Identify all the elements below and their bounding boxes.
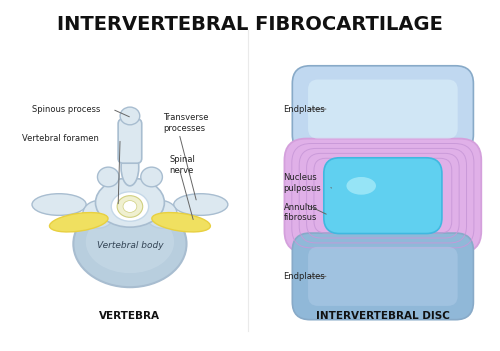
Ellipse shape bbox=[346, 177, 376, 195]
Ellipse shape bbox=[32, 194, 86, 216]
FancyBboxPatch shape bbox=[308, 247, 458, 306]
Text: Vertebral foramen: Vertebral foramen bbox=[22, 134, 99, 143]
Ellipse shape bbox=[141, 167, 163, 187]
Ellipse shape bbox=[121, 148, 139, 186]
Text: INTERVERTEBRAL DISC: INTERVERTEBRAL DISC bbox=[316, 311, 450, 321]
Ellipse shape bbox=[86, 211, 174, 273]
Text: Transverse
processes: Transverse processes bbox=[164, 113, 209, 133]
Ellipse shape bbox=[74, 200, 186, 287]
Text: VERTEBRA: VERTEBRA bbox=[100, 311, 160, 321]
Ellipse shape bbox=[120, 107, 140, 125]
FancyBboxPatch shape bbox=[292, 66, 474, 152]
FancyBboxPatch shape bbox=[324, 158, 442, 233]
Ellipse shape bbox=[82, 200, 114, 228]
Ellipse shape bbox=[174, 194, 228, 216]
Text: INTERVERTEBRAL FIBROCARTILAGE: INTERVERTEBRAL FIBROCARTILAGE bbox=[57, 15, 443, 34]
FancyBboxPatch shape bbox=[118, 119, 142, 163]
Text: Annulus
fibrosus: Annulus fibrosus bbox=[284, 203, 318, 222]
Ellipse shape bbox=[96, 178, 164, 227]
Text: Spinous process: Spinous process bbox=[32, 105, 100, 114]
Ellipse shape bbox=[146, 200, 177, 228]
FancyBboxPatch shape bbox=[284, 139, 482, 253]
Text: Vertebral body: Vertebral body bbox=[96, 241, 163, 250]
Ellipse shape bbox=[123, 200, 137, 212]
Text: Endplates: Endplates bbox=[284, 105, 325, 114]
Ellipse shape bbox=[152, 213, 210, 232]
Text: Nucleus
pulposus: Nucleus pulposus bbox=[284, 173, 321, 193]
Ellipse shape bbox=[50, 213, 108, 232]
Text: Endplates: Endplates bbox=[284, 272, 325, 281]
Ellipse shape bbox=[117, 196, 142, 217]
Ellipse shape bbox=[98, 167, 119, 187]
Ellipse shape bbox=[111, 192, 148, 221]
FancyBboxPatch shape bbox=[292, 233, 474, 320]
FancyBboxPatch shape bbox=[308, 80, 458, 139]
Text: Spinal
nerve: Spinal nerve bbox=[170, 155, 195, 175]
